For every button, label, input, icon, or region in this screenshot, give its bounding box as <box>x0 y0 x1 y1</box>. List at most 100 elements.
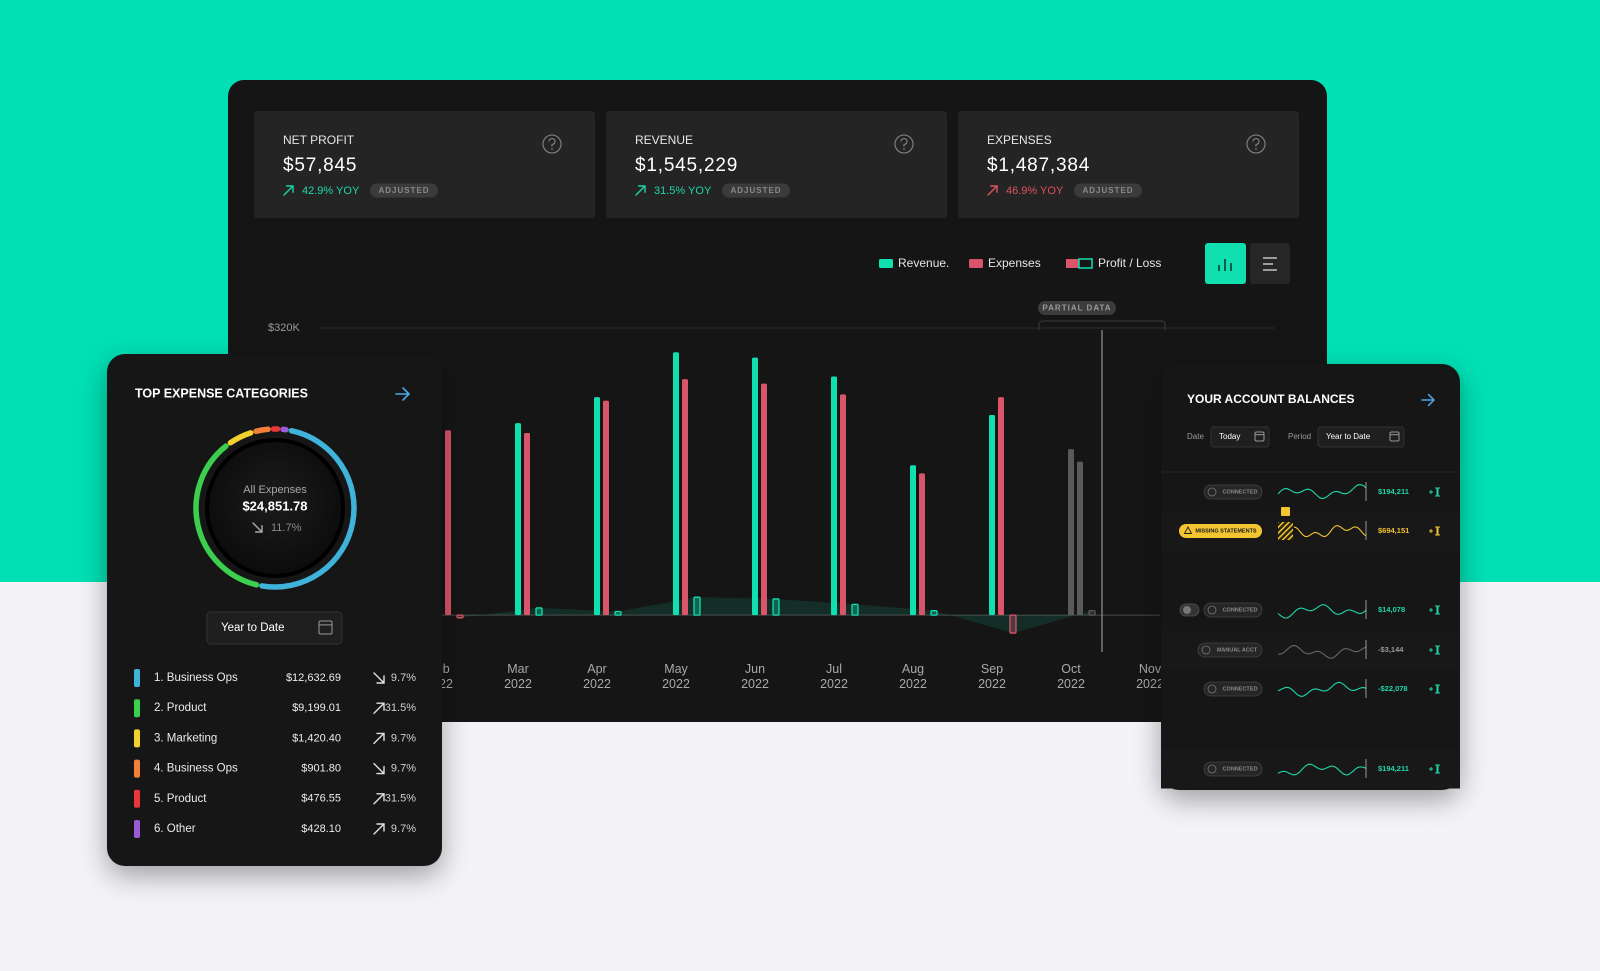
x-tick-label: Apr 2022 <box>583 662 611 691</box>
sparkline <box>1277 681 1367 697</box>
category-amount: $428.10 <box>301 823 341 835</box>
revenue-bar <box>594 397 600 616</box>
category-change: 9.7% <box>391 763 416 775</box>
x-tick-label: Jul 2022 <box>820 662 848 691</box>
trend-arrow <box>373 793 385 805</box>
status-text: CONNECTED <box>1223 766 1258 772</box>
sparkline <box>1293 525 1367 538</box>
x-tick-label: May 2022 <box>662 662 690 691</box>
status-pill <box>1203 761 1263 777</box>
revenue-bar <box>752 357 758 616</box>
kpi-card <box>606 111 947 218</box>
x-tick-label-box: May 2022 <box>662 662 690 691</box>
profit-bar <box>1009 614 1017 634</box>
legend-swatch <box>1066 259 1079 268</box>
category-name: 1. Business Ops <box>154 672 238 684</box>
legend-label: Expenses <box>988 256 1041 270</box>
account-action[interactable] <box>1429 764 1440 774</box>
category-name: 6. Other <box>154 823 196 835</box>
panel-arrow[interactable] <box>395 387 411 401</box>
x-tick-label: Jun 2022 <box>741 662 769 691</box>
trend-arrow <box>373 732 385 745</box>
kpi-badge-text: ADJUSTED <box>1082 186 1133 195</box>
status-icon <box>1207 487 1217 497</box>
kpi-label: NET PROFIT <box>283 133 355 147</box>
help-icon[interactable] <box>894 134 914 154</box>
panel-arrow[interactable] <box>1421 393 1436 407</box>
account-action[interactable] <box>1429 487 1440 497</box>
kpi-card <box>958 111 1299 218</box>
expense-bar <box>682 379 688 616</box>
category-amount: $476.55 <box>301 793 341 805</box>
profit-bar <box>693 596 701 616</box>
main-panel <box>228 80 1327 722</box>
main-window: NET PROFIT $57,845 42.9% YOY ADJUSTED REVENU… <box>228 80 1327 722</box>
account-action[interactable] <box>1429 605 1440 615</box>
category-change: 31.5% <box>385 793 416 805</box>
status-icon <box>1207 684 1217 694</box>
category-name: 5. Product <box>154 793 207 805</box>
legend-swatch <box>1078 258 1093 269</box>
kpi-change: 31.5% YOY <box>654 185 712 197</box>
account-action[interactable] <box>1429 526 1440 536</box>
panel-title: YOUR ACCOUNT BALANCES <box>1187 392 1355 406</box>
donut-segment <box>227 430 254 446</box>
category-amount: $12,632.69 <box>286 672 341 684</box>
expense-bar <box>919 473 925 616</box>
help-icon[interactable] <box>1246 134 1266 154</box>
expense-panel: TOP EXPENSE CATEGORIES All Expenses $24,85… <box>107 354 442 866</box>
account-action[interactable] <box>1429 645 1440 655</box>
donut-segment <box>253 426 271 435</box>
donut-segment <box>193 443 260 588</box>
filter-label: Period <box>1288 432 1311 441</box>
x-tick-label: Aug 2022 <box>899 662 927 691</box>
category-amount: $9,199.01 <box>292 702 341 714</box>
profit-bar <box>772 598 780 616</box>
x-tick-label-box: Oct 2022 <box>1057 662 1085 691</box>
account-balance: $194,211 <box>1378 764 1409 773</box>
filter-label: Date <box>1187 432 1204 441</box>
status-text: CONNECTED <box>1223 686 1258 692</box>
category-change: 31.5% <box>385 702 416 714</box>
status-text: CONNECTED <box>1223 489 1258 495</box>
kpi-badge <box>722 183 790 198</box>
account-balance: -$3,144 <box>1378 645 1404 654</box>
period-select-label: Year to Date <box>1326 432 1371 441</box>
trend-arrow <box>283 185 294 196</box>
legend-swatch <box>969 259 983 268</box>
x-tick-label: Sep 2022 <box>978 662 1006 691</box>
expense-bar <box>603 400 609 616</box>
date-select[interactable] <box>1210 426 1270 448</box>
status-pill <box>1203 602 1263 618</box>
profit-bar <box>851 603 859 616</box>
period-select-label: Year to Date <box>221 622 285 634</box>
help-icon <box>551 148 553 150</box>
help-icon[interactable] <box>542 134 562 154</box>
kpi-change: 42.9% YOY <box>302 185 360 197</box>
expense-bar <box>840 394 846 616</box>
legend-swatch <box>879 259 893 268</box>
revenue-bar <box>989 415 995 616</box>
status-icon <box>1207 605 1217 615</box>
category-amount: $901.80 <box>301 763 341 775</box>
missing-range <box>1278 522 1293 540</box>
period-select[interactable] <box>1317 426 1405 448</box>
status-pill <box>1179 524 1262 538</box>
x-tick-label-box: Jun 2022 <box>741 662 769 691</box>
category-swatch <box>134 699 140 718</box>
accounts-card <box>1161 364 1460 790</box>
help-icon <box>903 148 905 150</box>
x-tick-label-box: Mar 2022 <box>504 662 532 691</box>
period-select[interactable] <box>206 611 343 645</box>
sparkline <box>1277 763 1367 776</box>
partial-data-label: PARTIAL DATA <box>1042 304 1111 313</box>
donut-label: All Expenses <box>243 484 307 496</box>
account-action[interactable] <box>1429 684 1440 694</box>
expense-bar <box>998 397 1004 616</box>
kpi-value: $1,545,229 <box>635 155 738 176</box>
kpi-badge-text: ADJUSTED <box>730 186 781 195</box>
account-toggle-knob <box>1183 606 1191 614</box>
profit-bar <box>1088 609 1096 616</box>
kpi-label: EXPENSES <box>987 133 1052 147</box>
